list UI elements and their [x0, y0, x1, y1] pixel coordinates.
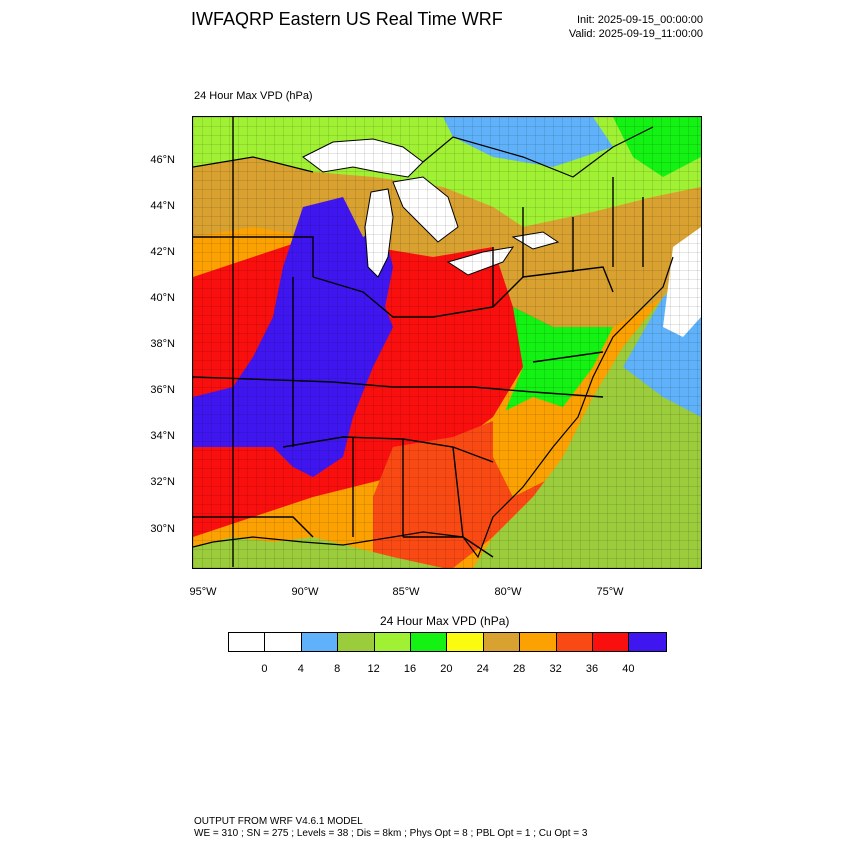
colorbar-title: 24 Hour Max VPD (hPa) [380, 614, 510, 628]
colorbar-swatch [410, 633, 448, 651]
lon-tick: 80°W [494, 586, 522, 598]
colorbar-swatch [556, 633, 593, 651]
lon-tick: 95°W [189, 586, 217, 598]
colorbar-label: 24 [476, 663, 489, 675]
colorbar [228, 632, 667, 652]
colorbar-label: 8 [334, 663, 341, 675]
colorbar-label: 4 [297, 663, 304, 675]
footer: OUTPUT FROM WRF V4.6.1 MODEL WE = 310 ; … [194, 816, 587, 840]
lat-tick: 34°N [150, 430, 175, 442]
footer-model: OUTPUT FROM WRF V4.6.1 MODEL [194, 816, 363, 827]
lat-tick: 36°N [150, 384, 175, 396]
colorbar-label: 28 [513, 663, 526, 675]
plot-title: IWFAQRP Eastern US Real Time WRF [191, 9, 503, 29]
lon-tick: 85°W [392, 586, 420, 598]
lat-tick: 38°N [150, 338, 175, 350]
colorbar-label: 20 [440, 663, 453, 675]
lat-tick: 40°N [150, 292, 175, 304]
time-info: Init: 2025-09-15_00:00:00 Valid: 2025-09… [569, 13, 703, 41]
coastline [193, 256, 674, 559]
colorbar-swatch [374, 633, 411, 651]
colorbar-swatch [229, 633, 266, 651]
colorbar-swatch [338, 633, 375, 651]
colorbar-swatch [629, 633, 666, 651]
border-canada [193, 126, 654, 178]
colorbar-swatch [592, 633, 630, 651]
colorbar-label: 36 [585, 663, 599, 675]
field-label: 24 Hour Max VPD (hPa) [194, 90, 313, 102]
colorbar-label: 32 [549, 663, 562, 675]
footer-config: WE = 310 ; SN = 275 ; Levels = 38 ; Dis … [194, 828, 588, 839]
colorbar-swatch [301, 633, 339, 651]
lat-tick: 46°N [150, 154, 175, 166]
map-canvas [193, 117, 701, 568]
colorbar-swatch [447, 633, 484, 651]
lat-tick: 42°N [150, 246, 175, 258]
valid-time: Valid: 2025-09-19_11:00:00 [568, 28, 703, 40]
colorbar-label: 16 [403, 663, 417, 675]
state-boundaries [193, 117, 644, 567]
lat-tick: 30°N [150, 523, 175, 535]
lon-tick: 90°W [291, 586, 319, 598]
colorbar-label: 0 [261, 663, 268, 675]
lon-tick: 75°W [596, 586, 624, 598]
colorbar-label: 40 [622, 663, 635, 675]
colorbar-swatch [265, 633, 302, 651]
colorbar-swatch [520, 633, 557, 651]
init-time: Init: 2025-09-15_00:00:00 [577, 14, 703, 26]
county-lines [193, 117, 701, 568]
colorbar-label: 12 [367, 663, 380, 675]
lat-tick: 32°N [150, 476, 175, 488]
vpd-map [192, 116, 702, 569]
colorbar-swatch [483, 633, 521, 651]
lat-tick: 44°N [150, 200, 175, 212]
